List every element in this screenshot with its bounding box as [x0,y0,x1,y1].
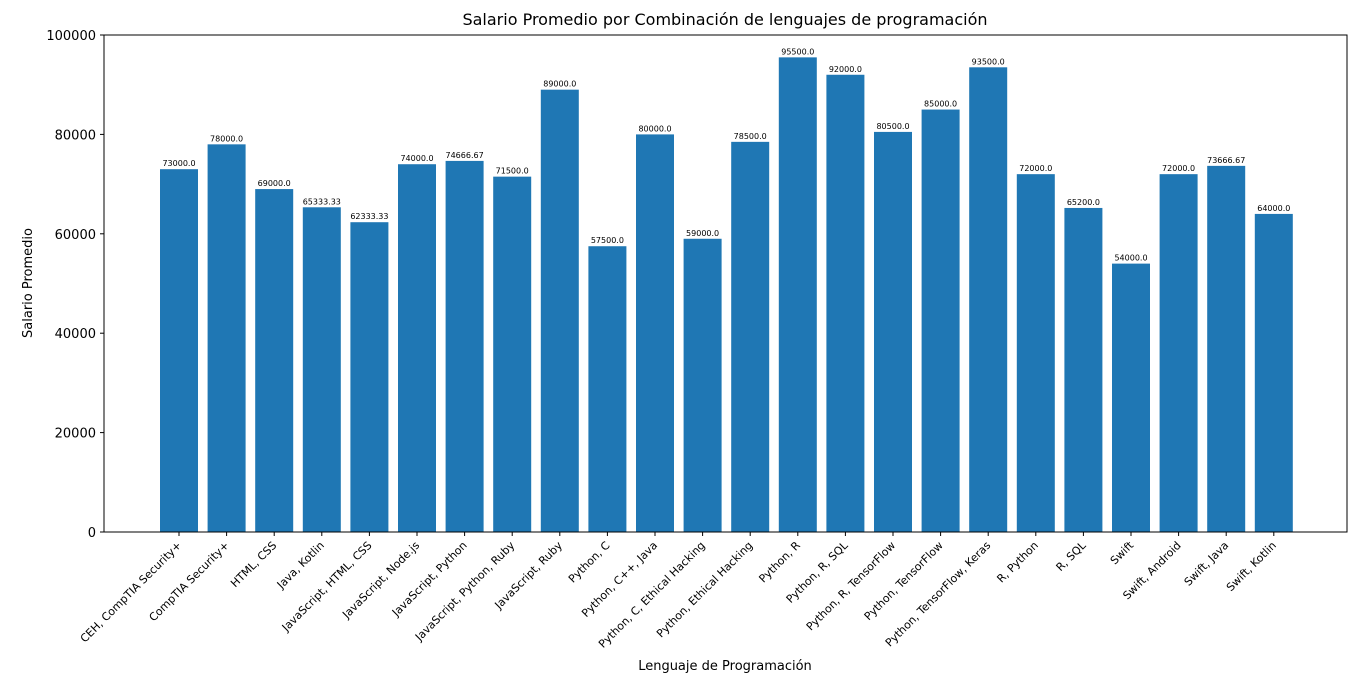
x-tick-label-22: Swift, Java [1182,539,1232,589]
bar-10 [636,134,674,532]
bar-6 [445,160,484,532]
bar-0 [160,169,198,532]
data-label-6: 74666.67 [446,151,484,160]
bar-4 [350,222,389,532]
bar-11 [683,238,722,532]
bar-9 [588,246,627,532]
y-axis: 0 20000 40000 60000 80000 100000 [46,29,104,541]
data-label-9: 57500.0 [591,236,624,245]
x-tick-label-23: Swift, Kotlin [1224,539,1279,594]
data-label-16: 85000.0 [924,100,957,109]
data-label-13: 95500.0 [781,47,814,56]
data-label-22: 73666.67 [1207,156,1245,165]
data-label-17: 93500.0 [972,57,1005,66]
x-tick-label-20: Swift [1108,538,1137,567]
x-tick-label-1: CompTIA Security+ [147,539,232,624]
data-label-14: 92000.0 [829,65,862,74]
bar-7 [493,176,532,532]
data-label-18: 72000.0 [1019,164,1052,173]
bar-2 [255,189,294,532]
data-label-1: 78000.0 [210,134,243,143]
bar-1 [207,144,246,532]
bar-15 [874,131,912,533]
data-label-7: 71500.0 [496,167,529,176]
x-tick-label-16: Python, TensorFlow [862,539,946,623]
bar-14 [826,74,865,532]
data-label-21: 72000.0 [1162,164,1195,173]
x-tick-label-9: Python, C [566,539,613,586]
bar-21 [1159,174,1198,532]
x-tick-label-12: Python, Ethical Hacking [654,539,755,640]
x-axis-label: Lenguaje de Programación [638,659,812,673]
data-label-0: 73000.0 [162,159,195,168]
data-label-3: 65333.33 [303,197,341,206]
bar-22 [1207,165,1246,532]
bars-group [160,57,1293,533]
x-axis: CEH, CompTIA Security+CompTIA Security+H… [78,532,1279,651]
bar-5 [398,164,436,532]
x-tick-label-2: HTML, CSS [228,539,279,590]
y-axis-label: Salario Promedio [21,228,36,338]
bar-16 [921,109,960,533]
data-label-23: 64000.0 [1257,204,1290,213]
data-labels-group: 73000.0 78000.0 69000.0 65333.33 62333.33 740… [162,47,1290,262]
bar-3 [302,207,341,533]
data-label-10: 80000.0 [638,124,671,133]
y-tick-label-1: 20000 [55,427,96,442]
y-tick-label-4: 80000 [55,128,96,143]
data-label-19: 65200.0 [1067,198,1100,207]
data-label-8: 89000.0 [543,80,576,89]
bar-19 [1064,207,1103,532]
x-tick-label-13: Python, R [756,539,803,586]
data-label-2: 69000.0 [258,179,291,188]
bar-23 [1254,213,1293,533]
data-label-20: 54000.0 [1114,254,1147,263]
bar-18 [1016,174,1055,532]
y-tick-label-2: 40000 [55,327,96,342]
x-tick-label-7: JavaScript, Python, Ruby [412,539,518,645]
bar-13 [778,57,817,533]
bar-12 [731,141,770,533]
chart-title: Salario Promedio por Combinación de leng… [462,10,987,29]
x-tick-label-4: JavaScript, HTML, CSS [279,539,375,635]
bar-20 [1112,263,1150,532]
data-label-5: 74000.0 [400,154,433,163]
data-label-4: 62333.33 [350,212,388,221]
y-tick-label-3: 60000 [55,228,96,243]
data-label-15: 80500.0 [876,122,909,131]
data-label-12: 78500.0 [734,132,767,141]
x-tick-label-19: R, SQL [1054,538,1090,574]
data-label-11: 59000.0 [686,229,719,238]
x-tick-label-15: Python, R, TensorFlow [804,539,898,633]
bar-17 [969,67,1008,533]
plot-frame [103,34,1348,533]
bar-8 [540,89,579,533]
y-tick-label-5: 100000 [46,29,96,44]
x-tick-label-18: R, Python [994,539,1041,586]
y-tick-label-0: 0 [88,526,96,541]
